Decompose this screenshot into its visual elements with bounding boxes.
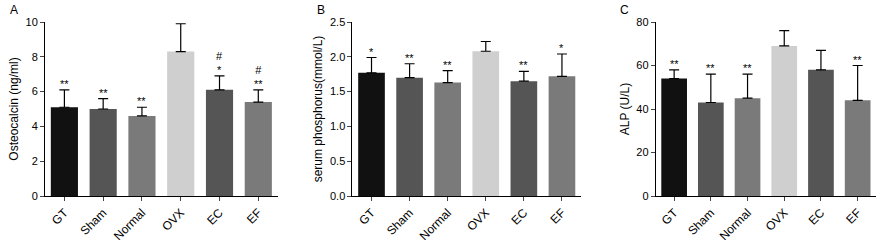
svg-text:#*: #* bbox=[216, 50, 223, 76]
svg-text:0.0: 0.0 bbox=[330, 190, 345, 202]
svg-text:#**: #** bbox=[254, 64, 263, 90]
svg-text:**: ** bbox=[670, 58, 679, 70]
svg-text:2.0: 2.0 bbox=[330, 51, 345, 63]
svg-text:GT: GT bbox=[659, 205, 681, 227]
svg-text:EC: EC bbox=[204, 206, 226, 228]
svg-text:**: ** bbox=[853, 54, 862, 66]
svg-text:OVX: OVX bbox=[464, 206, 492, 234]
svg-text:GT: GT bbox=[356, 205, 378, 227]
svg-text:**: ** bbox=[99, 87, 108, 99]
svg-text:EF: EF bbox=[548, 206, 569, 227]
svg-text:Sham: Sham bbox=[384, 206, 416, 238]
svg-text:0.5: 0.5 bbox=[330, 155, 345, 167]
svg-text:8: 8 bbox=[32, 51, 38, 63]
svg-text:ALP (U/L): ALP (U/L) bbox=[618, 83, 632, 135]
svg-text:**: ** bbox=[519, 59, 528, 71]
svg-text:Osteocalcin (ng/ml): Osteocalcin (ng/ml) bbox=[7, 57, 21, 160]
svg-text:40: 40 bbox=[636, 103, 648, 115]
svg-text:1.0: 1.0 bbox=[330, 120, 345, 132]
svg-text:60: 60 bbox=[636, 59, 648, 71]
svg-text:10: 10 bbox=[26, 16, 38, 28]
svg-text:**: ** bbox=[706, 62, 715, 74]
svg-text:80: 80 bbox=[636, 16, 648, 28]
svg-text:*: * bbox=[369, 46, 374, 58]
svg-text:4: 4 bbox=[32, 120, 38, 132]
svg-text:Normal: Normal bbox=[717, 206, 754, 243]
svg-text:**: ** bbox=[443, 59, 452, 71]
svg-text:1.5: 1.5 bbox=[330, 85, 345, 97]
svg-text:**: ** bbox=[137, 95, 146, 107]
svg-text:2: 2 bbox=[32, 155, 38, 167]
svg-text:OVX: OVX bbox=[763, 206, 791, 234]
svg-text:Normal: Normal bbox=[417, 206, 454, 243]
svg-text:*: * bbox=[559, 42, 564, 54]
svg-text:**: ** bbox=[60, 78, 69, 90]
svg-text:20: 20 bbox=[636, 146, 648, 158]
svg-text:0: 0 bbox=[32, 190, 38, 202]
svg-text:**: ** bbox=[405, 52, 414, 64]
svg-text:6: 6 bbox=[32, 85, 38, 97]
svg-text:EF: EF bbox=[244, 206, 265, 227]
svg-text:0: 0 bbox=[642, 190, 648, 202]
svg-text:EF: EF bbox=[843, 206, 864, 227]
svg-text:Sham: Sham bbox=[685, 206, 717, 238]
svg-text:A: A bbox=[10, 3, 18, 17]
svg-text:EC: EC bbox=[509, 206, 531, 228]
svg-text:EC: EC bbox=[806, 206, 828, 228]
svg-text:GT: GT bbox=[49, 205, 71, 227]
svg-text:C: C bbox=[620, 3, 629, 17]
svg-text:Sham: Sham bbox=[77, 206, 109, 238]
svg-text:OVX: OVX bbox=[159, 206, 187, 234]
svg-text:B: B bbox=[317, 3, 325, 17]
svg-text:**: ** bbox=[743, 62, 752, 74]
svg-text:2.5: 2.5 bbox=[330, 16, 345, 28]
svg-text:serum phosphorus(mmol/L): serum phosphorus(mmol/L) bbox=[311, 36, 325, 183]
svg-text:Normal: Normal bbox=[111, 206, 148, 243]
